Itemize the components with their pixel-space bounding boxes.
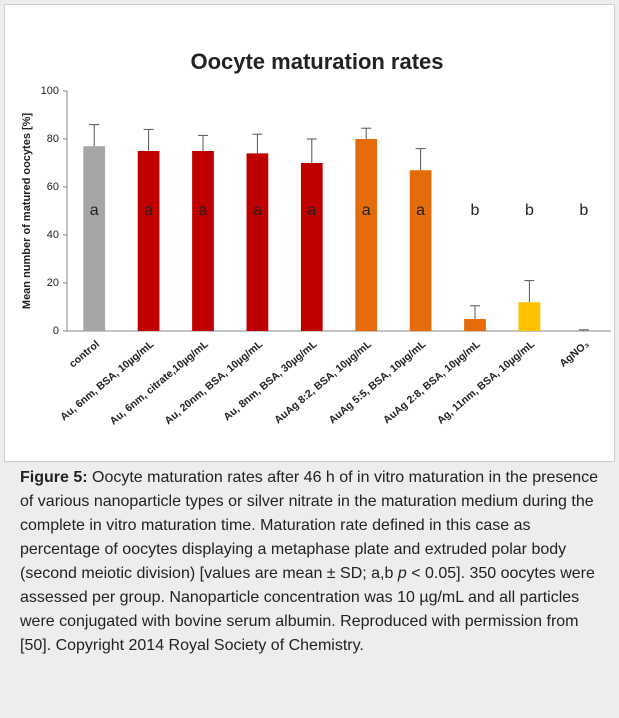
significance-label: b (525, 202, 534, 219)
significance-label: a (253, 202, 262, 219)
x-tick-label: AgNO₃ (557, 338, 591, 370)
x-tick-label: Au, 8nm, BSA, 30µg/mL (221, 338, 320, 423)
caption-italic: p (397, 565, 407, 582)
y-tick-label: 0 (53, 325, 59, 337)
significance-label: a (199, 202, 208, 219)
y-tick-label: 100 (41, 85, 59, 97)
x-tick-label: Au, 20nm, BSA, 10µg/mL (162, 338, 265, 427)
bar (464, 319, 486, 331)
caption: Figure 5: Oocyte maturation rates after … (20, 466, 605, 658)
significance-label: b (471, 202, 480, 219)
y-tick-label: 20 (47, 277, 59, 289)
significance-label: a (144, 202, 153, 219)
caption-text: Oocyte maturation rates after 46 h of in… (20, 469, 599, 582)
bar (409, 170, 432, 331)
x-tick-label: Ag, 11nm, BSA, 10µg/mL (435, 338, 538, 427)
y-tick-label: 60 (47, 181, 59, 193)
x-tick-label: Au, 6nm, BSA, 10µg/mL (58, 338, 157, 423)
bar (355, 139, 378, 331)
bar (518, 302, 541, 331)
bar (300, 163, 323, 331)
x-tick-label: Au, 6nm, citrate,10µg/mL (108, 338, 212, 428)
bar (192, 151, 214, 331)
caption-label: Figure 5: (20, 469, 88, 486)
bar (137, 151, 160, 331)
chart-title: Oocyte maturation rates (190, 49, 443, 74)
x-tick-label: AuAg 2:8, BSA, 10µg/mL (381, 338, 483, 426)
bar (246, 153, 269, 331)
chart: Oocyte maturation rates Mean number of m… (4, 4, 615, 462)
y-tick-label: 40 (47, 229, 59, 241)
x-tick-label: control (67, 338, 102, 370)
significance-label: b (579, 202, 588, 219)
significance-label: a (416, 202, 425, 219)
x-tick-label: AuAg 5:5, BSA, 10µg/mL (327, 338, 429, 426)
caption-text: < 0.05]. 350 oocytes were assessed per g… (20, 565, 595, 654)
significance-label: a (90, 202, 99, 219)
bar (83, 146, 106, 331)
x-tick-label: AuAg 8:2, BSA, 10µg/mL (272, 338, 374, 426)
significance-label: a (362, 202, 371, 219)
y-axis-label: Mean number of matured oocytes [%] (21, 113, 33, 310)
y-tick-label: 80 (47, 133, 59, 145)
significance-label: a (307, 202, 316, 219)
